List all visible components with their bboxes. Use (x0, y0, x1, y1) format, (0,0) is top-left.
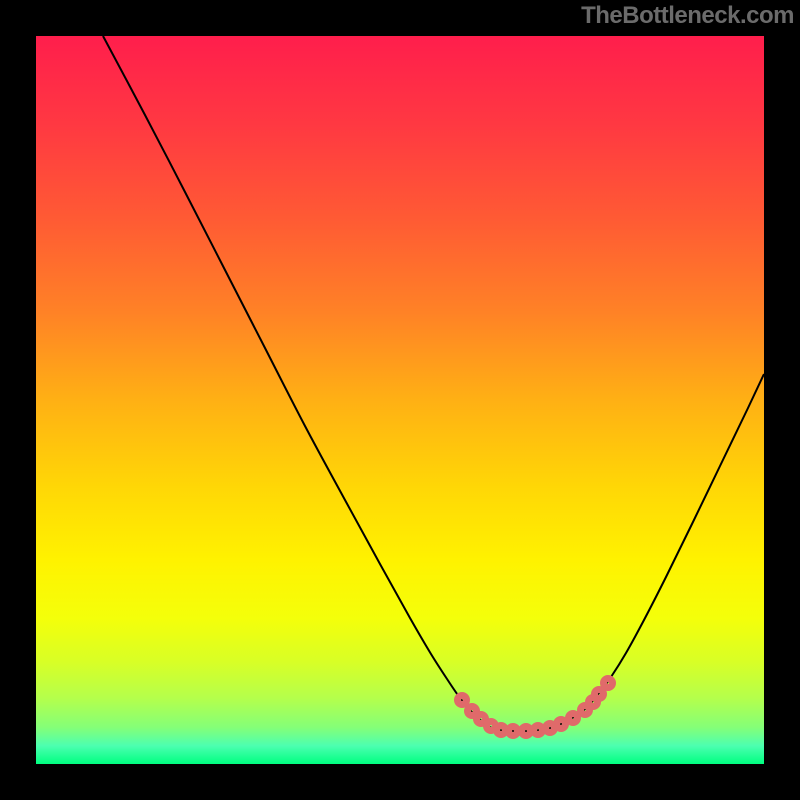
marker-point (596, 691, 603, 698)
marker-point (570, 715, 577, 722)
marker-point (469, 708, 476, 715)
marker-point (459, 697, 466, 704)
marker-point (605, 680, 612, 687)
watermark-label: TheBottleneck.com (581, 2, 794, 30)
marker-point (547, 725, 554, 732)
chart-frame: TheBottleneck.com (0, 0, 800, 800)
highlight-markers (459, 680, 612, 735)
marker-point (535, 727, 542, 734)
marker-point (510, 728, 517, 735)
marker-point (498, 727, 505, 734)
plot-overlay (0, 0, 800, 800)
bottleneck-curve (103, 36, 764, 731)
marker-point (523, 728, 530, 735)
marker-point (478, 716, 485, 723)
marker-point (558, 721, 565, 728)
